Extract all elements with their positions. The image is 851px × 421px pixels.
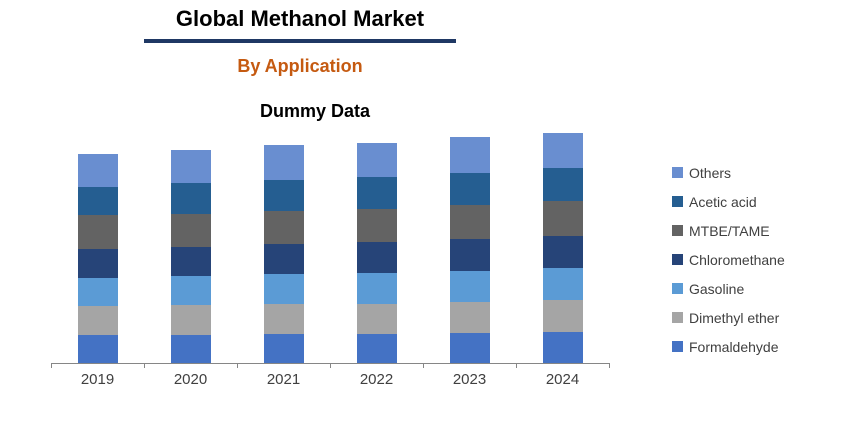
segment-others: [542, 133, 583, 168]
segment-gasoline: [449, 271, 490, 302]
segment-formaldehyde: [449, 333, 490, 363]
segment-mtbe-tame: [542, 201, 583, 236]
legend-item-chloromethane: Chloromethane: [672, 251, 785, 268]
segment-dimethyl-ether: [356, 304, 397, 334]
legend-item-gasoline: Gasoline: [672, 280, 785, 297]
segment-formaldehyde: [263, 334, 304, 363]
segment-gasoline: [170, 276, 211, 305]
x-axis-label-2019: 2019: [80, 371, 115, 388]
legend-label-chloromethane: Chloromethane: [689, 251, 785, 268]
segment-dimethyl-ether: [263, 304, 304, 334]
legend-item-mtbe-tame: MTBE/TAME: [672, 222, 785, 239]
segment-others: [170, 150, 211, 183]
segment-gasoline: [263, 274, 304, 304]
legend-label-acetic-acid: Acetic acid: [689, 193, 757, 210]
segment-gasoline: [542, 268, 583, 300]
segment-dimethyl-ether: [449, 302, 490, 333]
chart-subtitle: By Application: [237, 56, 363, 76]
chart-header: Global Methanol Market By Application: [133, 6, 467, 77]
x-axis-label-2021: 2021: [266, 371, 301, 388]
segment-acetic-acid: [449, 173, 490, 205]
x-axis-tick: [609, 363, 610, 368]
title-underline: [144, 39, 456, 43]
segment-acetic-acid: [542, 168, 583, 201]
segment-others: [356, 143, 397, 177]
segment-formaldehyde: [542, 332, 583, 363]
bar-2021: [263, 145, 304, 363]
segment-chloromethane: [77, 249, 118, 278]
legend-swatch-dimethyl-ether: [672, 312, 683, 323]
segment-gasoline: [77, 278, 118, 306]
legend-item-dimethyl-ether: Dimethyl ether: [672, 309, 785, 326]
segment-formaldehyde: [77, 335, 118, 363]
x-axis-tick: [237, 363, 238, 368]
x-axis-tick: [144, 363, 145, 368]
bar-2019: [77, 154, 118, 363]
plot-title: Dummy Data: [259, 101, 371, 121]
x-axis-tick: [51, 363, 52, 368]
legend-swatch-mtbe-tame: [672, 225, 683, 236]
legend-swatch-acetic-acid: [672, 196, 683, 207]
legend-item-acetic-acid: Acetic acid: [672, 193, 785, 210]
segment-dimethyl-ether: [170, 305, 211, 335]
segment-others: [77, 154, 118, 187]
legend-item-others: Others: [672, 164, 785, 181]
page-title: Global Methanol Market: [175, 6, 425, 31]
segment-dimethyl-ether: [542, 300, 583, 332]
segment-gasoline: [356, 273, 397, 304]
x-axis-label-2023: 2023: [452, 371, 487, 388]
segment-formaldehyde: [170, 335, 211, 363]
segment-others: [263, 145, 304, 180]
legend-label-others: Others: [689, 164, 732, 181]
x-axis-tick: [423, 363, 424, 368]
segment-others: [449, 137, 490, 173]
segment-dimethyl-ether: [77, 306, 118, 335]
segment-acetic-acid: [170, 183, 211, 214]
legend-swatch-gasoline: [672, 283, 683, 294]
segment-mtbe-tame: [170, 214, 211, 247]
segment-chloromethane: [263, 244, 304, 274]
legend: Others Acetic acid MTBE/TAME Chloromethane G…: [672, 164, 785, 369]
legend-label-formaldehyde: Formaldehyde: [689, 338, 779, 355]
x-axis-tick: [516, 363, 517, 368]
legend-label-gasoline: Gasoline: [689, 280, 745, 297]
legend-swatch-chloromethane: [672, 254, 683, 265]
segment-formaldehyde: [356, 334, 397, 363]
segment-mtbe-tame: [449, 205, 490, 239]
segment-mtbe-tame: [77, 215, 118, 249]
segment-mtbe-tame: [356, 209, 397, 242]
segment-mtbe-tame: [263, 211, 304, 244]
legend-label-mtbe-tame: MTBE/TAME: [689, 222, 770, 239]
legend-swatch-formaldehyde: [672, 341, 683, 352]
bar-2023: [449, 137, 490, 363]
segment-acetic-acid: [77, 187, 118, 215]
bar-2024: [542, 133, 583, 363]
segment-chloromethane: [449, 239, 490, 271]
segment-acetic-acid: [263, 180, 304, 211]
segment-acetic-acid: [356, 177, 397, 209]
legend-item-formaldehyde: Formaldehyde: [672, 338, 785, 355]
segment-chloromethane: [542, 236, 583, 268]
legend-swatch-others: [672, 167, 683, 178]
x-axis-tick: [330, 363, 331, 368]
x-axis-label-2022: 2022: [359, 371, 394, 388]
segment-chloromethane: [170, 247, 211, 276]
segment-chloromethane: [356, 242, 397, 273]
bar-2020: [170, 150, 211, 363]
bar-2022: [356, 143, 397, 363]
x-axis-label-2024: 2024: [545, 371, 580, 388]
x-axis-label-2020: 2020: [173, 371, 208, 388]
legend-label-dimethyl-ether: Dimethyl ether: [689, 309, 780, 326]
